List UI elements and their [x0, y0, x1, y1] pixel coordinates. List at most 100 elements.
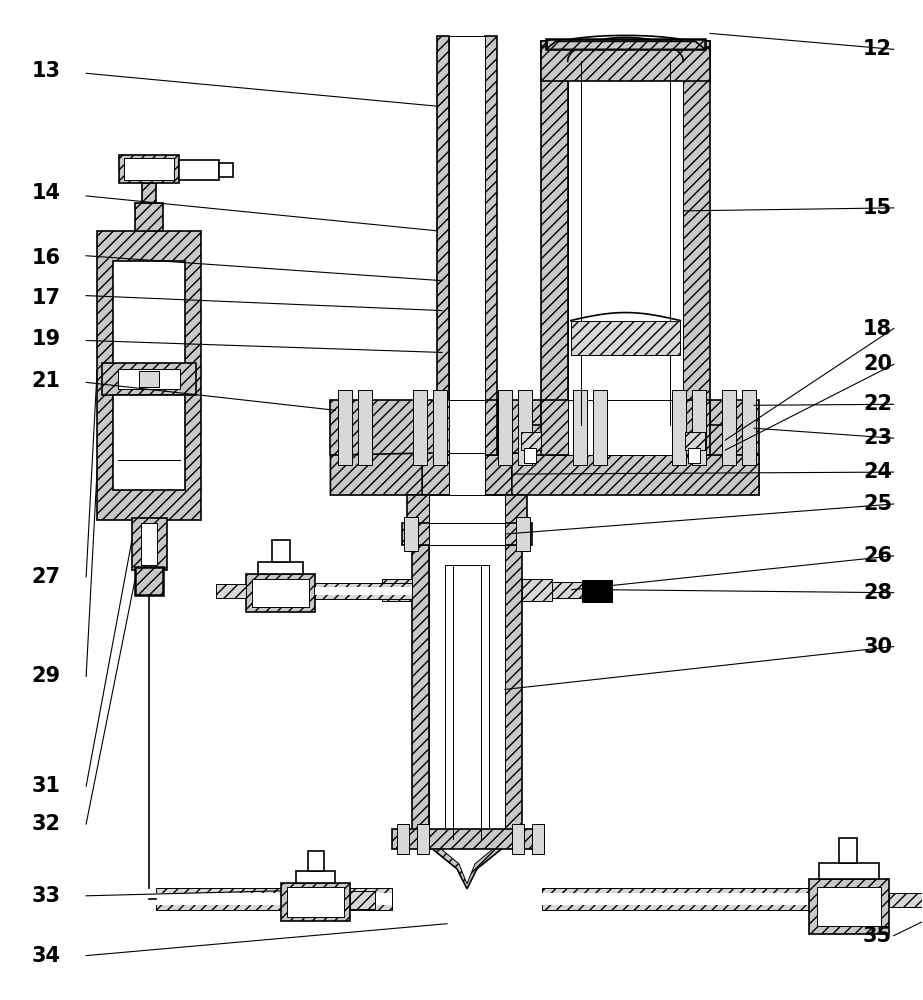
Bar [404, 517, 418, 551]
Text: 28: 28 [863, 583, 893, 603]
Bar [281, 883, 351, 921]
Bar [542, 893, 809, 905]
Text: 31: 31 [31, 776, 61, 796]
Bar [113, 261, 185, 365]
Text: 22: 22 [863, 394, 893, 414]
Bar [541, 41, 711, 81]
Bar [413, 545, 429, 839]
Bar [102, 363, 196, 395]
Bar [521, 579, 552, 601]
Bar [433, 390, 447, 465]
Text: 35: 35 [863, 926, 893, 946]
Bar [449, 36, 485, 455]
Text: 14: 14 [31, 183, 61, 203]
Bar [438, 400, 497, 455]
Text: 32: 32 [31, 814, 61, 834]
Bar [97, 231, 201, 520]
Bar [445, 565, 489, 839]
Bar [542, 888, 809, 910]
Bar [545, 39, 705, 49]
Bar [271, 540, 290, 562]
Bar [518, 390, 532, 465]
Bar [417, 824, 429, 854]
Bar [449, 453, 485, 495]
Text: 19: 19 [31, 329, 61, 349]
Bar [141, 523, 157, 565]
Text: 17: 17 [31, 288, 61, 308]
Text: 15: 15 [863, 198, 893, 218]
Bar [429, 495, 505, 525]
Text: 12: 12 [863, 39, 893, 59]
Bar [124, 158, 174, 180]
Polygon shape [413, 839, 521, 889]
Bar [216, 584, 246, 598]
Bar [286, 887, 344, 917]
Bar [505, 545, 521, 839]
Bar [382, 579, 413, 601]
Bar [402, 523, 532, 545]
Polygon shape [545, 41, 705, 49]
Bar [572, 390, 587, 465]
Bar [358, 390, 372, 465]
Bar [295, 871, 335, 883]
Bar [119, 155, 179, 183]
Bar [156, 893, 392, 905]
Bar [142, 183, 156, 203]
Bar [692, 390, 706, 465]
Bar [407, 495, 527, 525]
Bar [246, 574, 316, 612]
Bar [449, 400, 485, 455]
Bar [568, 400, 683, 455]
Bar [339, 390, 353, 465]
Text: 23: 23 [863, 428, 893, 448]
Text: 13: 13 [31, 61, 61, 81]
Bar [512, 824, 524, 854]
Bar [139, 371, 159, 387]
Bar [414, 390, 427, 465]
Bar [516, 517, 530, 551]
Bar [330, 400, 759, 455]
Text: 33: 33 [31, 886, 61, 906]
Bar [118, 369, 180, 389]
Text: 21: 21 [31, 371, 61, 391]
Bar [438, 36, 449, 455]
Text: 24: 24 [863, 462, 893, 482]
Bar [219, 163, 233, 177]
Polygon shape [330, 453, 422, 495]
Bar [429, 523, 505, 545]
Bar [817, 887, 881, 926]
Text: 29: 29 [31, 666, 61, 686]
Bar [819, 863, 879, 879]
Bar [568, 425, 683, 455]
Bar [541, 400, 711, 455]
Bar [156, 888, 392, 910]
Bar [526, 425, 725, 455]
Text: 18: 18 [863, 319, 893, 339]
Bar [429, 545, 505, 839]
Polygon shape [429, 839, 505, 884]
Bar [570, 321, 680, 355]
Bar [135, 203, 162, 231]
Bar [742, 390, 756, 465]
Bar [316, 587, 413, 595]
Polygon shape [512, 453, 759, 495]
Text: 26: 26 [863, 546, 893, 566]
Bar [593, 390, 606, 465]
Text: 16: 16 [31, 248, 61, 268]
Bar [485, 36, 497, 455]
Text: 27: 27 [31, 567, 61, 587]
Bar [889, 893, 923, 907]
Bar [722, 390, 737, 465]
Bar [839, 838, 857, 863]
Bar [568, 400, 683, 455]
Bar [683, 41, 711, 425]
Text: 20: 20 [863, 354, 893, 374]
Bar [689, 448, 701, 463]
Text: 30: 30 [863, 637, 893, 657]
Bar [568, 41, 683, 425]
Text: 25: 25 [863, 494, 893, 514]
Bar [685, 432, 705, 450]
Bar [392, 829, 542, 849]
Bar [541, 41, 568, 425]
Bar [308, 851, 324, 871]
